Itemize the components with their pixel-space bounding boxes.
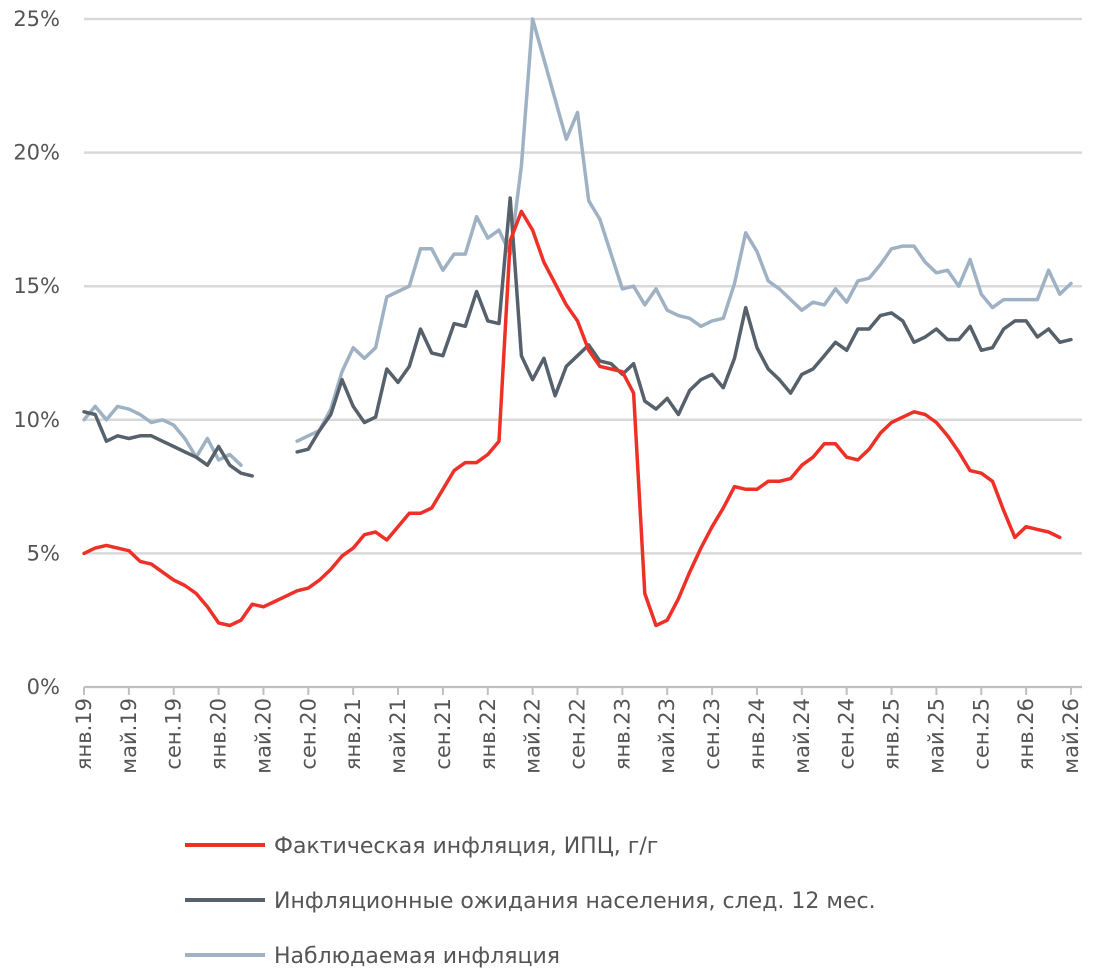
series-line	[82, 17, 1073, 467]
x-tick-label: янв.21	[341, 698, 365, 770]
x-tick-label: май.20	[251, 698, 275, 774]
x-tick-label: сен.21	[431, 698, 455, 770]
x-tick-label: май.24	[790, 698, 814, 774]
x-tick-label: сен.24	[835, 698, 859, 770]
y-tick-label: 25%	[13, 7, 60, 31]
legend-label: Наблюдаемая инфляция	[274, 944, 560, 969]
x-tick-label: сен.23	[700, 698, 724, 770]
x-tick-label: янв.26	[1014, 698, 1038, 770]
x-tick-label: май.25	[924, 698, 948, 774]
x-tick-label: янв.22	[476, 698, 500, 770]
x-tick-label: янв.24	[745, 698, 769, 770]
x-tick-label: май.19	[117, 698, 141, 774]
y-tick-label: 20%	[13, 141, 60, 165]
x-tick-label: май.21	[386, 698, 410, 774]
series-line	[82, 209, 1062, 628]
x-tick-label: май.22	[521, 698, 545, 774]
x-tick-label: янв.19	[72, 698, 96, 770]
x-tick-label: янв.20	[207, 698, 231, 770]
legend-label: Фактическая инфляция, ИПЦ, г/г	[274, 834, 658, 859]
x-tick-label: май.26	[1059, 698, 1083, 774]
y-tick-label: 15%	[13, 274, 60, 298]
x-tick-label: сен.25	[969, 698, 993, 770]
x-tick-label: сен.19	[162, 698, 186, 770]
legend-label: Инфляционные ожидания населения, след. 1…	[274, 889, 876, 914]
x-tick-label: янв.25	[880, 698, 904, 770]
y-tick-label: 5%	[27, 541, 60, 565]
y-tick-label: 10%	[13, 408, 60, 432]
x-tick-label: май.23	[655, 698, 679, 774]
y-tick-label: 0%	[27, 675, 60, 699]
x-tick-label: сен.22	[566, 698, 590, 770]
series-line	[82, 196, 1073, 478]
x-tick-label: сен.20	[296, 698, 320, 770]
x-tick-label: янв.23	[610, 698, 634, 770]
